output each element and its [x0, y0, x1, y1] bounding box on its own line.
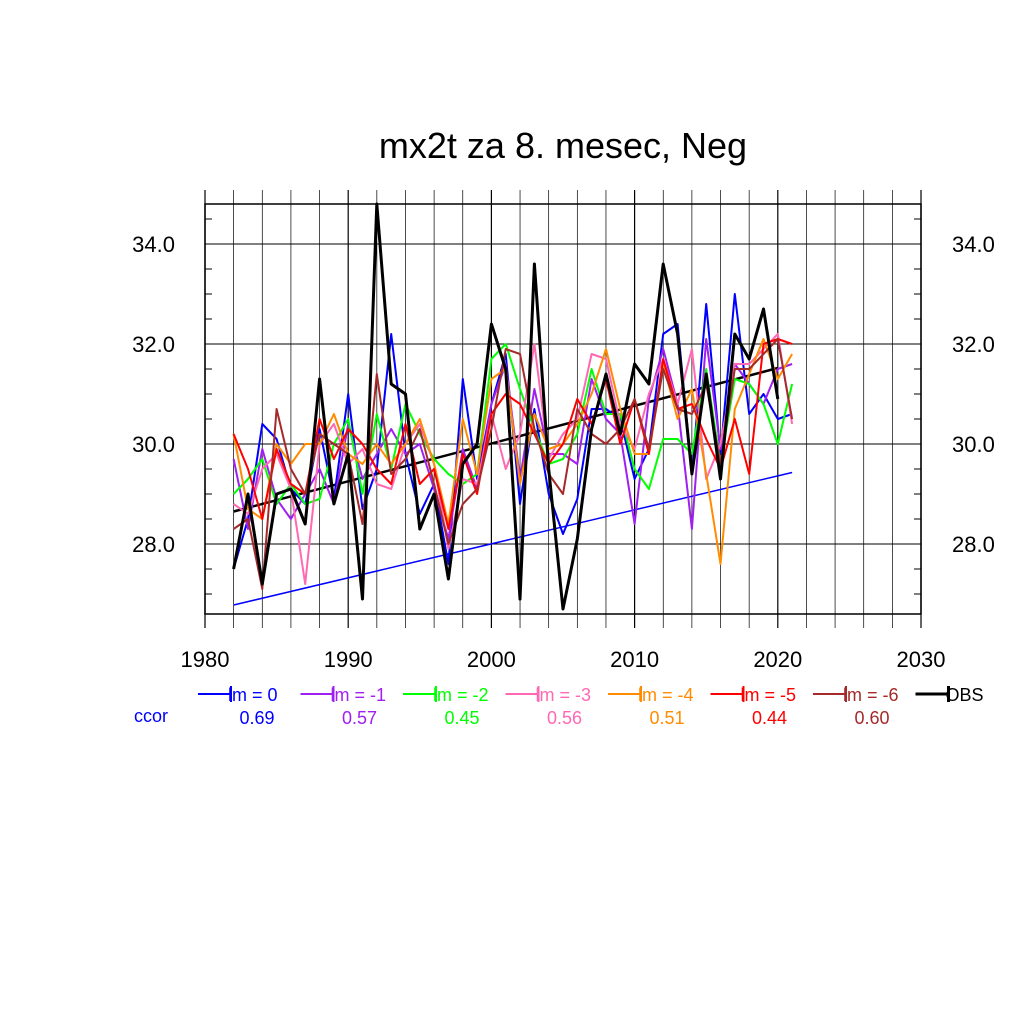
legend-label: lm = -1 [331, 685, 387, 705]
legend-ccor-value: 0.44 [752, 708, 787, 728]
x-tick-label: 2010 [610, 647, 659, 672]
y-tick-label-left: 32.0 [132, 332, 175, 357]
axis-ticks: 1980 1990 2000 2010 2020 2030 28.0 28.0 30.0 30.0… [132, 218, 995, 672]
plot-frame [204, 203, 922, 615]
y-tick-label-right: 32.0 [952, 332, 995, 357]
x-tick-label: 1990 [324, 647, 373, 672]
legend-label: lm = -3 [536, 685, 592, 705]
legend-ccor-value: 0.56 [547, 708, 582, 728]
x-tick-label: 2030 [897, 647, 946, 672]
legend-ccor-value: 0.69 [239, 708, 274, 728]
y-tick-label-left: 34.0 [132, 232, 175, 257]
trend-line [233, 471, 793, 606]
grid [204, 190, 922, 628]
legend-label: lm = 0 [228, 685, 278, 705]
trend-lines [233, 366, 793, 606]
trend-line [233, 366, 779, 513]
legend-ccor-value: 0.45 [444, 708, 479, 728]
y-tick-label-left: 28.0 [132, 532, 175, 557]
legend-label: lm = -4 [638, 685, 694, 705]
series-line-3 [233, 333, 794, 585]
ccor-label: ccor [134, 706, 168, 726]
series-line-7 [232, 202, 780, 611]
legend-label: OBS [946, 685, 984, 705]
y-tick-label-right: 34.0 [952, 232, 995, 257]
legend-ccor-value: 0.51 [649, 708, 684, 728]
x-tick-label: 2020 [753, 647, 802, 672]
legend: lm = 0 0.69 lm = -1 0.57 lm = -2 0.45 lm = -3 0… [134, 685, 984, 728]
chart-title: mx2t za 8. mesec, Neg [379, 125, 747, 166]
x-tick-label: 1980 [181, 647, 230, 672]
legend-ccor-value: 0.60 [854, 708, 889, 728]
y-tick-label-right: 30.0 [952, 432, 995, 457]
legend-label: lm = -6 [843, 685, 899, 705]
series-lines [232, 202, 794, 611]
y-tick-label-left: 30.0 [132, 432, 175, 457]
legend-ccor-value: 0.57 [342, 708, 377, 728]
x-tick-label: 2000 [467, 647, 516, 672]
legend-label: lm = -2 [433, 685, 489, 705]
legend-label: lm = -5 [741, 685, 797, 705]
y-tick-label-right: 28.0 [952, 532, 995, 557]
